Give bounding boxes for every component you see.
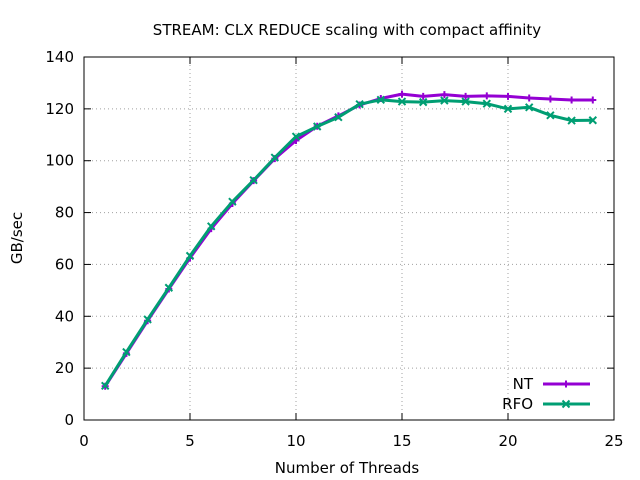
y-tick-label: 20 (55, 359, 74, 377)
x-tick-label: 20 (498, 432, 517, 450)
data-point (249, 175, 258, 185)
data-point (461, 97, 470, 106)
y-tick-label: 0 (64, 411, 74, 429)
x-tick-label: 10 (286, 432, 305, 450)
y-tick-label: 100 (45, 152, 74, 170)
y-tick-label: 140 (45, 48, 74, 66)
data-point (562, 380, 570, 388)
x-tick-label: 5 (185, 432, 195, 450)
legend-entry-nt: NT (513, 375, 590, 393)
y-tick-label: 120 (45, 100, 74, 118)
data-point (462, 92, 470, 100)
series-line (103, 98, 593, 387)
legend-label: NT (513, 375, 534, 393)
data-point (440, 96, 449, 105)
data-point (185, 251, 195, 261)
data-point (418, 97, 428, 107)
data-point (419, 92, 427, 100)
series-rfo (100, 95, 598, 390)
data-point (100, 381, 110, 390)
series-group (100, 90, 598, 390)
series-nt (101, 90, 597, 390)
data-point (334, 112, 343, 122)
data-point (270, 153, 280, 162)
y-tick-label: 60 (55, 255, 74, 273)
data-point (567, 116, 576, 125)
data-point (397, 97, 407, 106)
legend-label: RFO (502, 395, 533, 413)
data-point (143, 315, 152, 324)
plot-frame (83, 56, 615, 421)
axis-ticks: 0 5 10 15 20 25 0 20 40 60 80 100 120 140 (45, 48, 623, 450)
data-point (524, 103, 534, 112)
data-point (546, 95, 554, 103)
data-point (164, 283, 174, 292)
data-point (561, 399, 571, 409)
data-point (122, 347, 131, 357)
data-point (440, 91, 448, 99)
data-point (503, 104, 513, 114)
data-point (588, 116, 598, 125)
x-tick-label: 0 (79, 432, 89, 450)
data-point (589, 96, 597, 104)
data-point (482, 99, 492, 108)
data-point (568, 96, 576, 104)
y-axis-label: GB/sec (8, 212, 26, 264)
legend: NT RFO (502, 375, 590, 413)
series-line (103, 92, 593, 388)
legend-entry-rfo: RFO (502, 395, 590, 413)
data-point (355, 99, 364, 109)
chart-title: STREAM: CLX REDUCE scaling with compact … (153, 21, 542, 39)
data-point (504, 92, 512, 100)
data-point (483, 92, 491, 100)
data-point (228, 197, 237, 206)
data-point (525, 94, 533, 102)
x-axis-label: Number of Threads (275, 459, 420, 477)
data-point (376, 95, 386, 104)
x-tick-label: 15 (392, 432, 411, 450)
x-tick-label: 25 (604, 432, 623, 450)
data-point (312, 122, 322, 131)
y-tick-label: 80 (55, 204, 74, 222)
data-point (546, 111, 555, 120)
data-point (206, 222, 216, 231)
data-point (398, 90, 406, 98)
data-point (291, 132, 301, 141)
y-tick-label: 40 (55, 307, 74, 325)
